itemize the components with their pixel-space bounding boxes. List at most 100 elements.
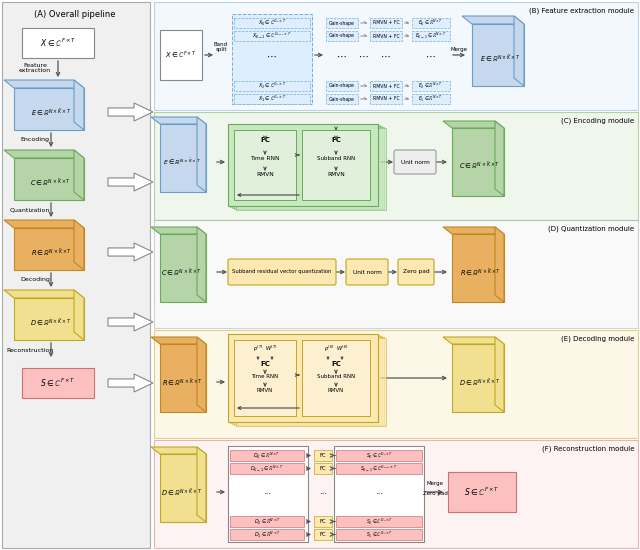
Polygon shape [4,150,84,158]
Polygon shape [14,228,84,270]
Polygon shape [4,290,84,298]
Text: Zero pad: Zero pad [403,270,429,274]
Text: FC: FC [331,137,341,143]
Polygon shape [495,121,504,196]
FancyBboxPatch shape [302,130,370,200]
FancyBboxPatch shape [234,81,310,91]
FancyBboxPatch shape [334,446,424,542]
Text: Zero pad: Zero pad [422,492,447,497]
FancyBboxPatch shape [154,2,638,110]
Text: $E_2\in\mathbb{R}^{N\times T}$: $E_2\in\mathbb{R}^{N\times T}$ [419,81,444,91]
Text: Unit norm: Unit norm [401,160,429,164]
Text: ...: ... [375,487,383,497]
Text: $D_K\in\mathbb{R}^{N\times T}$: $D_K\in\mathbb{R}^{N\times T}$ [253,450,280,460]
FancyBboxPatch shape [412,94,450,104]
Polygon shape [197,117,206,192]
Text: FC: FC [320,453,326,458]
Polygon shape [514,16,524,86]
Polygon shape [108,173,153,191]
FancyBboxPatch shape [160,30,202,80]
Text: $E_1\in\mathbb{R}^{N\times T}$: $E_1\in\mathbb{R}^{N\times T}$ [419,94,444,104]
Text: RMVN + FC: RMVN + FC [372,34,399,38]
FancyBboxPatch shape [154,220,638,328]
Text: RMVN: RMVN [257,388,273,393]
FancyBboxPatch shape [230,516,304,527]
Text: (D) Quantization module: (D) Quantization module [548,226,634,233]
Text: Decoding: Decoding [20,278,50,283]
Text: FC: FC [260,137,270,143]
Text: Subband RNN: Subband RNN [317,156,355,161]
Polygon shape [443,121,504,128]
FancyBboxPatch shape [154,440,638,548]
Polygon shape [108,374,153,392]
FancyBboxPatch shape [234,130,296,200]
Polygon shape [151,117,206,124]
FancyBboxPatch shape [234,18,310,28]
Text: Merge: Merge [451,47,467,52]
Polygon shape [160,124,206,192]
Polygon shape [443,227,504,234]
Text: Quantization: Quantization [10,207,50,212]
Text: $p^{(K)}$  $W^{(K)}$: $p^{(K)}$ $W^{(K)}$ [324,344,348,354]
Text: $S_{K-1}\in\mathbb{C}^{G_{K-1}\times T}$: $S_{K-1}\in\mathbb{C}^{G_{K-1}\times T}$ [360,464,397,474]
Text: $D_{K-1}\in\mathbb{R}^{N\times T}$: $D_{K-1}\in\mathbb{R}^{N\times T}$ [250,464,284,474]
Polygon shape [495,227,504,302]
Text: ⋯: ⋯ [426,52,436,62]
Text: Subband RNN: Subband RNN [317,375,355,379]
FancyBboxPatch shape [230,335,380,423]
Polygon shape [452,344,504,412]
Polygon shape [4,220,84,228]
Polygon shape [160,454,206,522]
FancyBboxPatch shape [2,2,150,548]
Text: $E\in\mathbb{R}^{N\times\hat{K}\times T}$: $E\in\mathbb{R}^{N\times\hat{K}\times T}… [31,106,71,118]
Text: $C\in\mathbb{R}^{N\times\hat{K}\times T}$: $C\in\mathbb{R}^{N\times\hat{K}\times T}… [161,266,202,278]
FancyBboxPatch shape [314,529,332,540]
FancyBboxPatch shape [336,450,422,461]
FancyBboxPatch shape [228,259,336,285]
Polygon shape [108,313,153,331]
Text: Time RNN: Time RNN [252,375,278,379]
FancyBboxPatch shape [228,124,378,206]
Text: RMVN: RMVN [327,172,345,177]
FancyBboxPatch shape [230,529,304,540]
Text: FC: FC [320,532,326,537]
FancyBboxPatch shape [236,338,386,426]
Text: $S_K\in\mathbb{C}^{G_K\times T}$: $S_K\in\mathbb{C}^{G_K\times T}$ [365,450,392,460]
Polygon shape [14,158,84,200]
FancyBboxPatch shape [314,450,332,461]
FancyBboxPatch shape [234,340,296,416]
FancyBboxPatch shape [370,81,402,91]
FancyBboxPatch shape [314,463,332,474]
Polygon shape [108,243,153,261]
FancyBboxPatch shape [230,125,380,207]
Text: $X\in\mathbb{C}^{F\times T}$: $X\in\mathbb{C}^{F\times T}$ [40,37,76,49]
Text: Time RNN: Time RNN [250,156,280,161]
FancyBboxPatch shape [232,336,382,424]
Text: ...: ... [263,487,271,497]
FancyBboxPatch shape [230,450,304,461]
Polygon shape [472,24,524,86]
FancyBboxPatch shape [154,112,638,220]
FancyBboxPatch shape [412,31,450,41]
Text: $R\in\mathbb{R}^{N\times\hat{K}\times T}$: $R\in\mathbb{R}^{N\times\hat{K}\times T}… [161,376,202,388]
FancyBboxPatch shape [228,334,378,422]
Text: FC: FC [331,361,341,367]
Text: $X_1\in\mathbb{C}^{G_1\times T}$: $X_1\in\mathbb{C}^{G_1\times T}$ [258,94,286,104]
FancyBboxPatch shape [234,337,384,425]
Text: FC: FC [320,519,326,524]
Polygon shape [160,344,206,412]
Text: Gain-shape: Gain-shape [329,20,355,25]
FancyBboxPatch shape [314,516,332,527]
Text: Encoding: Encoding [20,138,49,142]
Polygon shape [151,447,206,454]
Text: $p^{(T)}$  $W^{(T)}$: $p^{(T)}$ $W^{(T)}$ [253,344,277,354]
Polygon shape [197,337,206,412]
Text: ⋯: ⋯ [267,52,277,62]
Text: (F) Reconstruction module: (F) Reconstruction module [541,446,634,453]
FancyBboxPatch shape [234,127,384,209]
Text: Gain-shape: Gain-shape [329,96,355,102]
Text: Feature
extraction: Feature extraction [19,63,51,73]
Text: $D_1\in\mathbb{R}^{N\times T}$: $D_1\in\mathbb{R}^{N\times T}$ [253,530,280,540]
FancyBboxPatch shape [394,150,436,174]
Text: $S\in\mathbb{C}^{F\times T}$: $S\in\mathbb{C}^{F\times T}$ [464,486,500,498]
